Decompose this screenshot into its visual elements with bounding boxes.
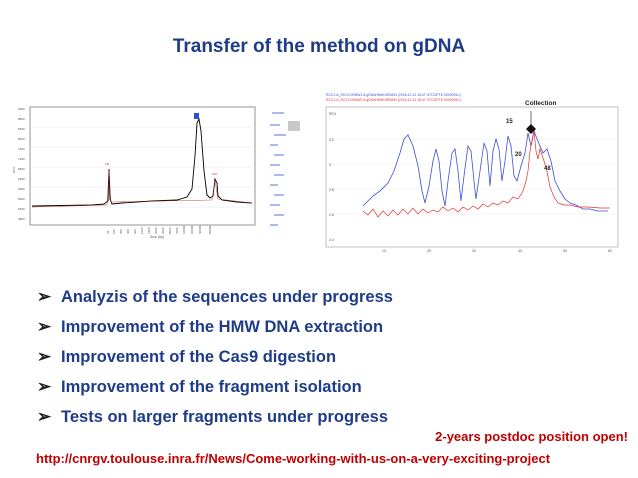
- svg-text:40000: 40000: [198, 225, 202, 234]
- right-legend-line-1: RCC1-A_RCC1VHMW1 A.gDNAHMW.DE9AIN (2018-…: [326, 93, 461, 97]
- right-y-ticks: 3.2 3 2.8 2.6 2.4: [329, 138, 334, 242]
- svg-text:600: 600: [133, 229, 137, 234]
- svg-text:60000: 60000: [208, 225, 212, 234]
- right-series-blue: [362, 129, 608, 212]
- svg-text:6400: 6400: [18, 177, 25, 181]
- svg-text:6000: 6000: [18, 187, 25, 191]
- svg-text:20000: 20000: [190, 225, 194, 234]
- left-x-ticks: 35 100 200 400 600 1000 1500 2000 3000 5…: [106, 225, 212, 234]
- svg-text:3000: 3000: [161, 227, 165, 234]
- svg-text:200: 200: [119, 229, 123, 234]
- svg-text:2.8: 2.8: [329, 188, 334, 192]
- left-y-ticks: 9000 8800 8400 8000 7600 7200 6800 6400 6000 5…: [18, 107, 25, 221]
- svg-text:10: 10: [382, 249, 386, 253]
- svg-text:6800: 6800: [18, 167, 25, 171]
- svg-text:7200: 7200: [18, 157, 25, 161]
- bullet-text: Tests on larger fragments under progress: [61, 408, 389, 426]
- collection-label: Collection: [525, 100, 556, 107]
- bullet-text: Improvement of the fragment isolation: [61, 378, 362, 396]
- left-trace-red: [31, 170, 253, 208]
- arrow-bullet-icon: ➢: [37, 287, 52, 306]
- left-plot-frame: [29, 106, 256, 226]
- svg-text:8000: 8000: [18, 137, 25, 141]
- svg-text:2000: 2000: [154, 227, 158, 234]
- bullet-item: ➢ Improvement of the fragment isolation: [37, 372, 393, 402]
- arrow-bullet-icon: ➢: [37, 377, 52, 396]
- svg-text:3.2: 3.2: [329, 138, 334, 142]
- svg-text:4800: 4800: [18, 217, 25, 221]
- right-x-ticks: 10 20 30 40 50 60: [382, 249, 612, 253]
- electropherogram-right: RCC1-A_RCC1VHMW1 A.gDNAHMW.DE9AIN (2018-…: [318, 91, 624, 255]
- right-plot-frame: [325, 106, 619, 248]
- arrow-bullet-icon: ➢: [37, 407, 52, 426]
- arrow-bullet-icon: ➢: [37, 347, 52, 366]
- bullet-item: ➢ Tests on larger fragments under progres…: [37, 402, 393, 432]
- svg-text:60: 60: [608, 249, 612, 253]
- left-legend-swatch: [288, 121, 300, 131]
- svg-text:3: 3: [329, 163, 331, 167]
- svg-text:35: 35: [106, 230, 110, 234]
- svg-text:8400: 8400: [18, 127, 25, 131]
- arrow-bullet-icon: ➢: [37, 317, 52, 336]
- svg-text:48: 48: [544, 166, 551, 172]
- bullet-item: ➢ Improvement of the HMW DNA extraction: [37, 312, 393, 342]
- right-legend-line-2: RCC1-A_RCC1VHMW2 A.gDNAHMW.DE9AIN (2018-…: [326, 98, 461, 102]
- bullet-list: ➢ Analyzis of the sequences under progres…: [37, 282, 393, 432]
- bullet-text: Improvement of the Cas9 digestion: [61, 348, 337, 366]
- right-peak-arrow-icon: [526, 124, 536, 134]
- svg-text:8800: 8800: [18, 117, 25, 121]
- slide-title: Transfer of the method on gDNA: [172, 36, 466, 57]
- news-link[interactable]: http://cnrgv.toulouse.inra.fr/News/Come-…: [36, 451, 551, 466]
- left-legend: [270, 112, 286, 226]
- right-peak-labels: 15 20 48: [506, 119, 551, 172]
- svg-text:9000: 9000: [18, 107, 25, 111]
- svg-text:30: 30: [472, 249, 476, 253]
- svg-text:7000: 7000: [175, 227, 179, 234]
- svg-text:15: 15: [506, 119, 513, 125]
- svg-text:400: 400: [126, 229, 130, 234]
- svg-text:5000: 5000: [168, 227, 172, 234]
- postdoc-notice: 2-years postdoc position open!: [435, 429, 628, 444]
- bullet-text: Analyzis of the sequences under progress: [61, 288, 393, 306]
- svg-text:40: 40: [518, 249, 522, 253]
- svg-text:10000: 10000: [182, 225, 186, 234]
- right-series-red: [362, 130, 610, 218]
- svg-text:2.4: 2.4: [329, 238, 334, 242]
- bullet-item: ➢ Improvement of the Cas9 digestion: [37, 342, 393, 372]
- svg-text:1500: 1500: [147, 227, 151, 234]
- svg-text:1000: 1000: [140, 227, 144, 234]
- left-peak-marker-1: LM: [105, 162, 110, 166]
- left-peak-marker-3: UM: [212, 172, 217, 176]
- electropherogram-left: 9000 8800 8400 8000 7600 7200 6800 6400 6000 5…: [12, 101, 307, 239]
- left-x-label: Size (bp): [150, 235, 164, 239]
- svg-text:50: 50: [563, 249, 567, 253]
- right-y-unit: RFU: [329, 112, 337, 116]
- bullet-item: ➢ Analyzis of the sequences under progres…: [37, 282, 393, 312]
- svg-text:20: 20: [427, 249, 431, 253]
- svg-text:7600: 7600: [18, 147, 25, 151]
- svg-text:20: 20: [515, 152, 522, 158]
- svg-text:5200: 5200: [18, 207, 25, 211]
- svg-text:100: 100: [112, 229, 116, 234]
- svg-text:2.6: 2.6: [329, 213, 334, 217]
- left-peak-marker-2: [194, 113, 199, 119]
- left-grid: [30, 126, 255, 208]
- svg-text:5600: 5600: [18, 197, 25, 201]
- left-y-unit: RFU: [12, 167, 16, 173]
- bullet-text: Improvement of the HMW DNA extraction: [61, 318, 384, 336]
